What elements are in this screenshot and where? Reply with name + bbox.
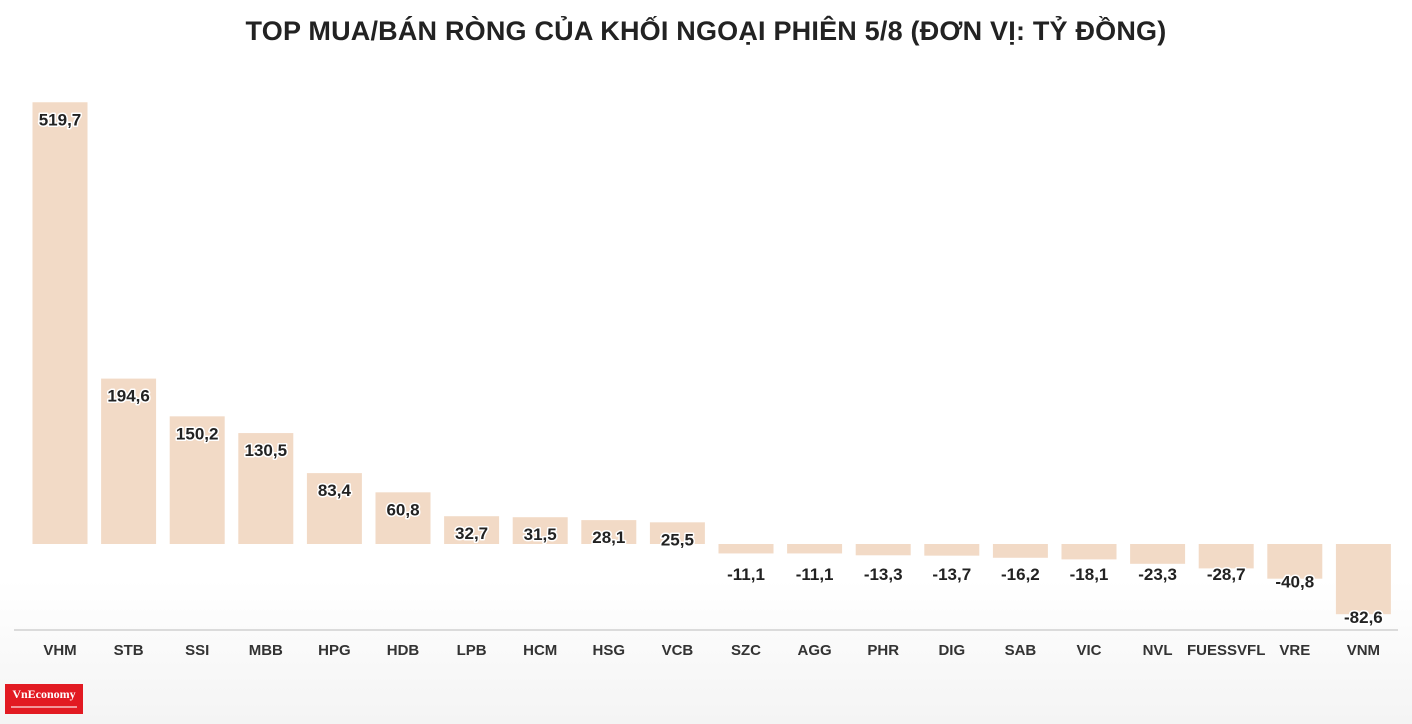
value-label-nvl: -23,3	[1138, 565, 1177, 584]
value-label-phr: -13,3	[864, 565, 903, 584]
bar-hpg	[306, 473, 362, 544]
value-label-sab: -16,2	[1001, 565, 1040, 584]
category-label-stb: STB	[114, 642, 144, 659]
category-label-szc: SZC	[731, 642, 761, 659]
chart-title: TOP MUA/BÁN RÒNG CỦA KHỐI NGOẠI PHIÊN 5/…	[245, 16, 1167, 46]
category-label-hcm: HCM	[523, 642, 557, 659]
bar-hcm	[512, 517, 568, 544]
category-label-nvl: NVL	[1143, 642, 1173, 659]
value-label-vcb: 25,5	[661, 530, 694, 549]
value-label-vhm: 519,7	[39, 110, 82, 129]
category-label-sab: SAB	[1005, 642, 1037, 659]
value-label-agg: -11,1	[796, 565, 834, 584]
logo-tagline-bar	[11, 706, 77, 708]
bar-szc	[718, 544, 774, 554]
bar-fuessvfl	[1198, 544, 1254, 569]
value-label-hdb: 60,8	[386, 500, 419, 519]
bar-vnm	[1335, 544, 1391, 615]
vneconomy-logo: VnEconomy	[5, 684, 83, 714]
category-label-vic: VIC	[1076, 642, 1101, 659]
bar-stb	[101, 378, 157, 544]
value-label-szc: -11,1	[727, 565, 765, 584]
bar-hsg	[581, 520, 637, 544]
bar-mbb	[238, 433, 294, 544]
bar-vcb	[649, 522, 705, 544]
category-label-vhm: VHM	[43, 642, 76, 659]
category-label-fuessvfl: FUESSVFL	[1187, 642, 1265, 659]
bar-vre	[1267, 544, 1323, 579]
bar-hdb	[375, 492, 431, 544]
category-label-hpg: HPG	[318, 642, 351, 659]
bar-lpb	[444, 516, 500, 544]
value-label-dig: -13,7	[932, 565, 971, 584]
value-label-fuessvfl: -28,7	[1207, 565, 1246, 584]
value-label-ssi: 150,2	[176, 424, 219, 443]
bar-vhm	[32, 102, 88, 544]
bar-nvl	[1130, 544, 1186, 564]
category-label-vnm: VNM	[1347, 642, 1380, 659]
value-label-vnm: -82,6	[1344, 608, 1383, 627]
value-label-hsg: 28,1	[592, 528, 625, 547]
category-label-dig: DIG	[938, 642, 965, 659]
category-label-mbb: MBB	[249, 642, 283, 659]
value-label-lpb: 32,7	[455, 524, 488, 543]
bar-phr	[855, 544, 911, 556]
value-label-vre: -40,8	[1275, 573, 1314, 592]
value-label-vic: -18,1	[1070, 565, 1109, 584]
bar-ssi	[169, 416, 225, 544]
category-label-hsg: HSG	[593, 642, 626, 659]
logo-text: VnEconomy	[12, 687, 76, 701]
category-label-phr: PHR	[867, 642, 899, 659]
bar-dig	[924, 544, 980, 556]
category-label-hdb: HDB	[387, 642, 420, 659]
value-label-hcm: 31,5	[524, 525, 557, 544]
category-label-agg: AGG	[798, 642, 832, 659]
value-label-hpg: 83,4	[318, 481, 352, 500]
category-label-vre: VRE	[1279, 642, 1310, 659]
value-label-mbb: 130,5	[245, 441, 288, 460]
value-label-stb: 194,6	[107, 387, 150, 406]
bar-sab	[992, 544, 1048, 558]
bar-agg	[787, 544, 843, 554]
category-label-lpb: LPB	[457, 642, 487, 659]
bar-chart: 519,7 VHM 194,6 STB 150,2 SSI 130,5 MBB 83,4 HPG 6…	[14, 102, 1398, 659]
category-label-ssi: SSI	[185, 642, 209, 659]
bar-vic	[1061, 544, 1117, 560]
category-label-vcb: VCB	[662, 642, 694, 659]
